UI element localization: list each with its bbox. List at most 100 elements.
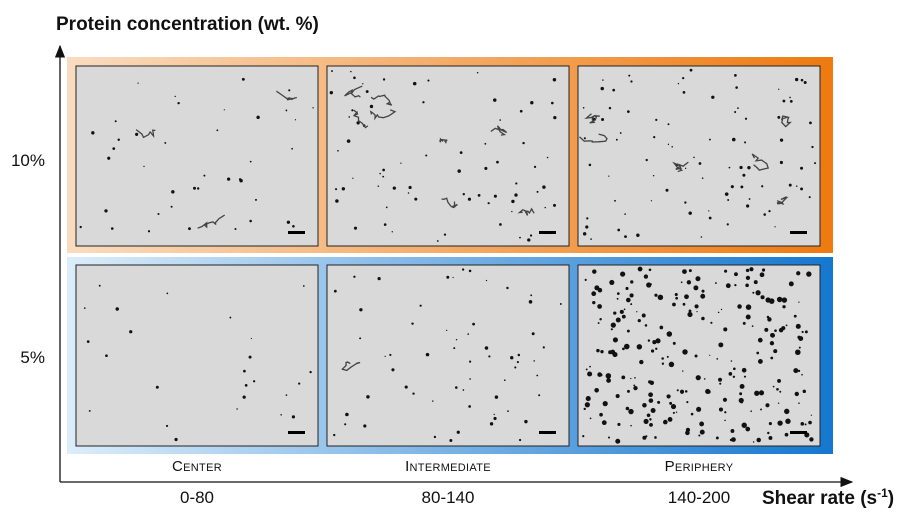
aggregate [353,109,369,129]
particle [432,400,434,402]
particle [749,267,754,272]
particle [750,410,753,412]
particle [633,384,636,387]
particle [291,147,293,150]
particle [600,349,604,354]
particle [625,406,630,411]
y-axis-title: Protein concentration (wt. %) [56,14,319,35]
particle [229,316,232,319]
particle [809,121,812,125]
aggregate [517,207,535,216]
particle [533,165,537,169]
particle [446,275,450,279]
particle [768,436,773,440]
particle [615,317,621,323]
particle [493,194,497,198]
particle [455,338,458,341]
particle [801,373,803,376]
particle [477,193,481,197]
particle [646,413,651,418]
particle [223,109,225,111]
particle [723,327,728,332]
particle [457,169,461,173]
particle [377,277,381,281]
particle [484,142,487,145]
particle [688,211,692,215]
particle [696,311,698,313]
particle [609,279,615,286]
particle [744,141,747,144]
particle [528,300,533,304]
particle [302,285,305,287]
particle [745,314,751,320]
particle [382,168,385,172]
particle [462,389,465,391]
particle [467,197,472,201]
particle [715,436,719,440]
particle [493,413,495,416]
particle [391,231,393,233]
particle [760,295,765,300]
particle [757,359,763,364]
particle [746,204,750,208]
particle [667,123,670,126]
particle [164,141,167,144]
aggregate [579,133,608,143]
particle [499,119,502,121]
particle [412,392,415,395]
particle [655,118,658,121]
particle [286,220,291,224]
particle [741,422,747,428]
particle [670,404,677,410]
aggregate [344,85,363,98]
particle [777,378,781,383]
particle [552,77,557,82]
particle [452,276,454,279]
particle [553,116,557,120]
particle [718,407,724,412]
particle [143,165,145,168]
particle [795,185,798,187]
particle [720,308,723,311]
particle [517,353,521,357]
particle [724,411,727,414]
particle [344,423,347,426]
particle [800,422,805,426]
particle [776,296,783,303]
particle [256,115,260,120]
particle [529,234,533,237]
particle [292,224,295,228]
particle [699,429,705,435]
particle [761,185,764,188]
particle [98,284,101,287]
particle [745,268,750,273]
particle [630,424,632,427]
particle [811,145,814,149]
particle [533,360,535,362]
particle [733,367,736,371]
particle [740,400,743,404]
particle [728,166,731,169]
micrograph [75,264,319,447]
particle [650,200,653,202]
particle [623,308,626,311]
particle [407,192,410,194]
particle [758,390,765,396]
particle [496,160,499,164]
particle [436,240,439,242]
particle [716,358,719,360]
particle [617,422,621,427]
particle [527,238,531,242]
particle [362,83,364,85]
particle [798,402,800,404]
particle [193,186,196,190]
particle [699,421,705,427]
particle [419,304,422,307]
particle [334,188,338,191]
particle [674,292,678,297]
particle [794,391,799,397]
particle [637,266,643,272]
column-region: Center [172,458,222,475]
particle [516,361,519,364]
particle [739,392,743,396]
